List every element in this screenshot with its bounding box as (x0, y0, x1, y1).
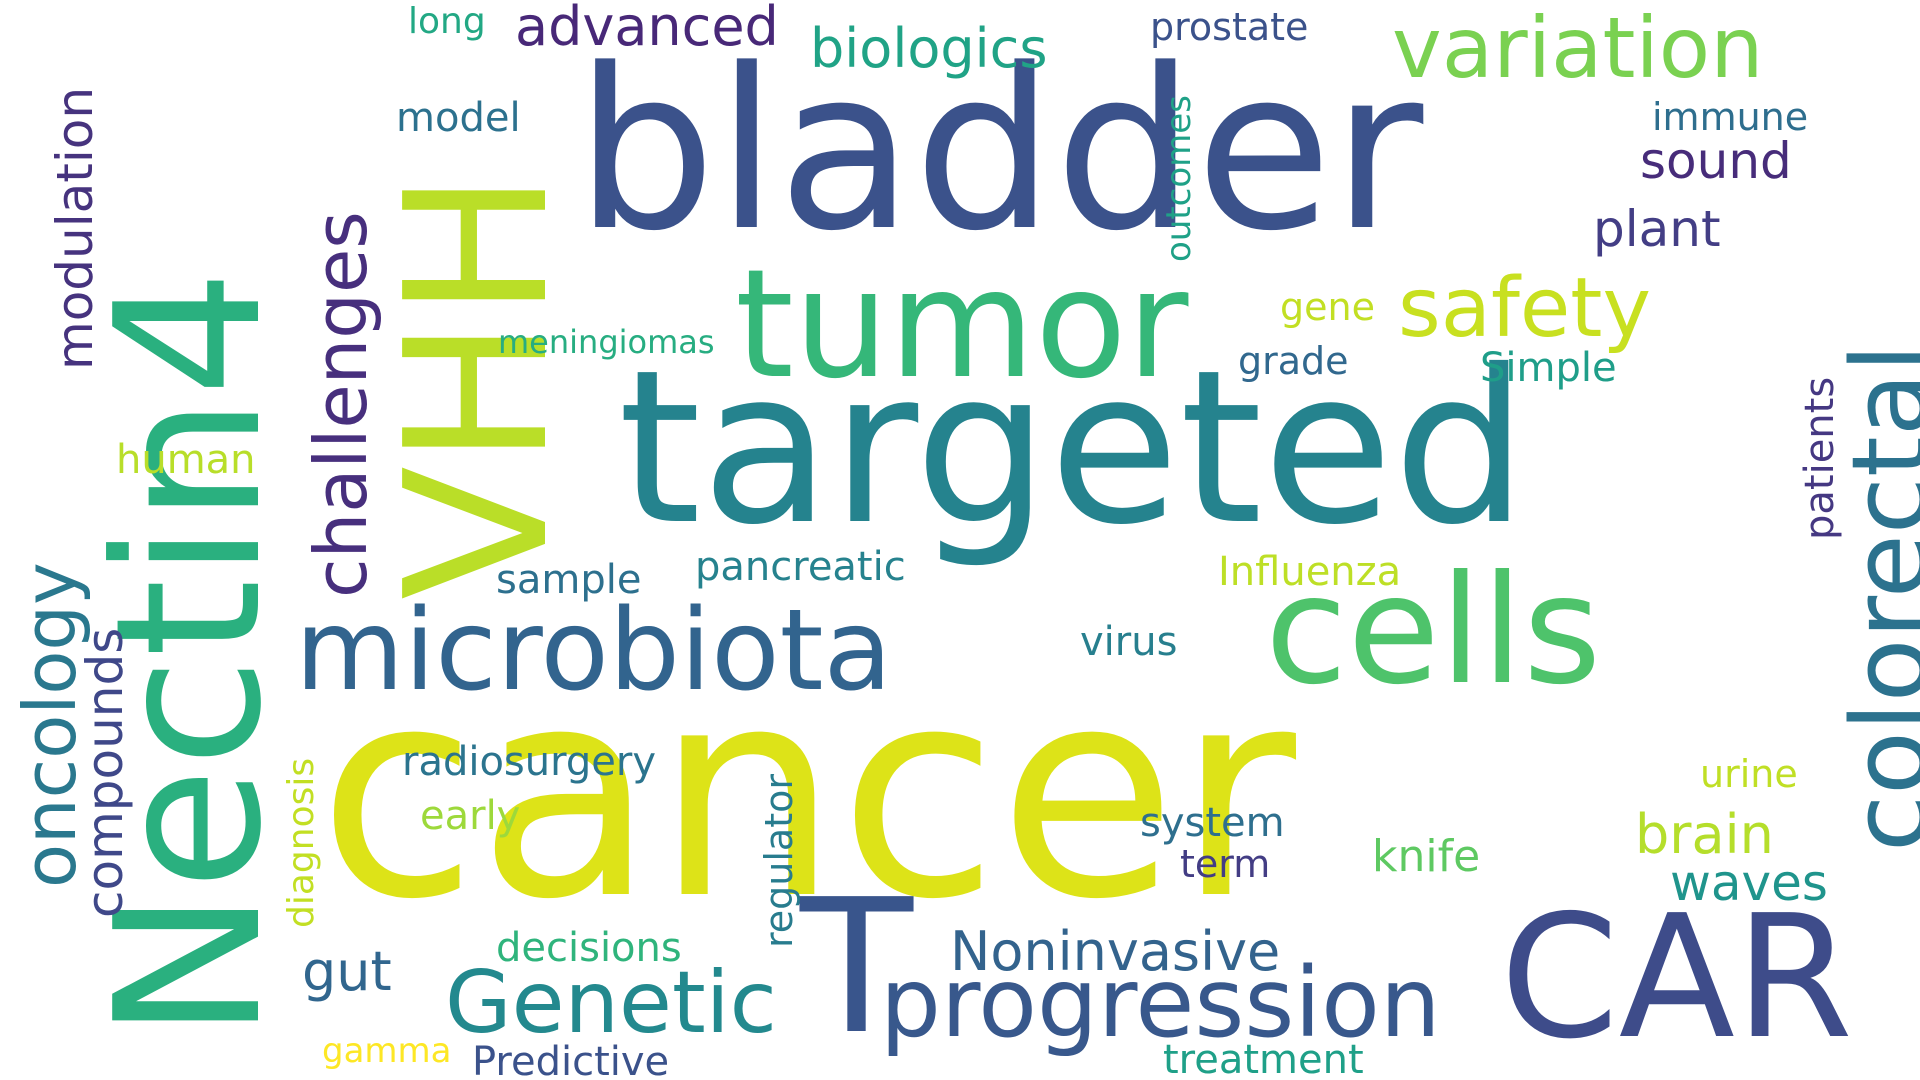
word-pancreatic: pancreatic (695, 544, 906, 590)
word-biologics: biologics (810, 17, 1048, 80)
word-microbiota: microbiota (295, 586, 893, 716)
word-car: CAR (1500, 879, 1854, 1077)
word-knife: knife (1372, 831, 1481, 882)
word-vhh: VHH (364, 171, 592, 600)
word-challenges: challenges (299, 211, 383, 598)
word-advanced: advanced (515, 0, 779, 58)
word-virus: virus (1080, 619, 1178, 665)
word-brain: brain (1635, 803, 1774, 866)
word-treatment: treatment (1163, 1037, 1364, 1080)
word-prostate: prostate (1150, 5, 1309, 49)
word-variation: variation (1392, 0, 1764, 97)
word-outcomes: outcomes (1159, 95, 1199, 262)
word-genetic: Genetic (445, 953, 777, 1053)
word-tumor: tumor (735, 238, 1189, 412)
word-modulation: modulation (46, 86, 104, 370)
word-gut: gut (302, 940, 392, 1003)
word-meningiomas: meningiomas (498, 323, 715, 361)
word-gene: gene (1280, 285, 1375, 329)
word-plant: plant (1593, 200, 1721, 258)
word-colorectal: colorectal (1829, 343, 1920, 852)
word-predictive: Predictive (472, 1039, 670, 1080)
word-waves: waves (1670, 854, 1828, 912)
word-early: early (420, 793, 521, 839)
word-system: system (1140, 800, 1285, 846)
word-cells: cells (1265, 544, 1602, 718)
word-radiosurgery: radiosurgery (402, 739, 656, 785)
word-progression: progression (880, 947, 1441, 1059)
word-long: long (408, 1, 486, 42)
word-compounds: compounds (76, 627, 134, 918)
word-noninvasive: Noninvasive (950, 920, 1281, 983)
word-urine: urine (1700, 752, 1798, 796)
word-sample: sample (496, 557, 642, 603)
word-t: T (800, 859, 914, 1075)
word-diagnosis: diagnosis (281, 757, 322, 928)
word-bladder: bladder (575, 22, 1424, 280)
word-term: term (1180, 842, 1271, 886)
word-decisions: decisions (496, 925, 682, 971)
word-sound: sound (1640, 132, 1792, 190)
word-grade: grade (1238, 339, 1349, 383)
word-patients: patients (1797, 376, 1843, 540)
word-simple: Simple (1480, 345, 1617, 391)
word-targeted: targeted (618, 324, 1528, 571)
word-regulator: regulator (757, 774, 801, 948)
word-model: model (396, 95, 521, 141)
word-cancer: cancer (318, 626, 1297, 963)
word-immune: immune (1652, 95, 1809, 139)
word-human: human (116, 437, 256, 483)
word-gamma: gamma (322, 1031, 452, 1071)
word-influenza: Influenza (1218, 549, 1402, 595)
word-safety: safety (1398, 261, 1651, 356)
